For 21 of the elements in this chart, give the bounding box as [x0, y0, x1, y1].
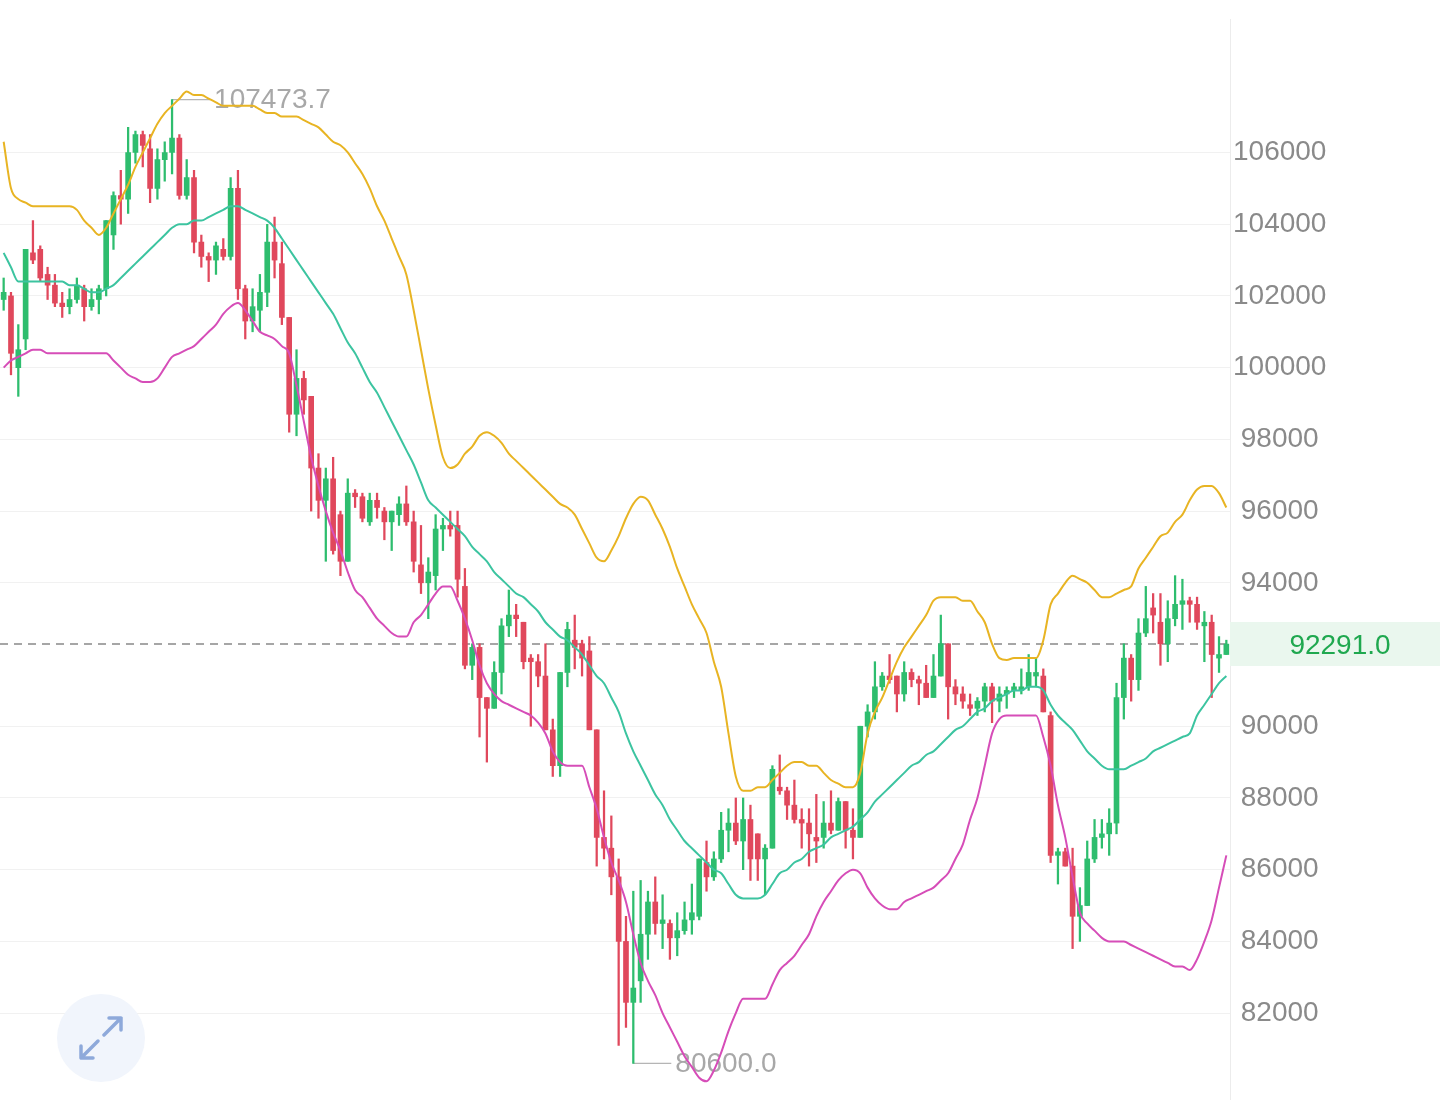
- annotation: 107473.7: [214, 83, 331, 115]
- y-tick-label: 90000: [1240, 708, 1319, 740]
- y-tick-label: 94000: [1240, 565, 1319, 597]
- y-tick-label: 96000: [1240, 493, 1319, 525]
- y-tick-label: 106000: [1233, 135, 1327, 167]
- candlestick: [952, 679, 959, 706]
- y-tick-label: 104000: [1233, 206, 1327, 238]
- y-tick-label: 98000: [1240, 422, 1319, 454]
- y-tick-label: 100000: [1233, 350, 1327, 382]
- y-tick-label: 84000: [1240, 924, 1319, 956]
- line-series: [2, 90, 1228, 792]
- line-series: [2, 302, 1228, 1083]
- candlestick: [725, 808, 732, 853]
- ref-line-label: 92291.0: [1289, 628, 1391, 660]
- y-tick-label: 86000: [1240, 852, 1319, 884]
- candlestick: [66, 288, 73, 315]
- y-tick-label: 102000: [1233, 278, 1327, 310]
- candlestick: [1179, 578, 1186, 630]
- y-tick-label: 88000: [1240, 780, 1319, 812]
- y-tick-label: 82000: [1240, 995, 1319, 1027]
- line-series: [2, 205, 1228, 900]
